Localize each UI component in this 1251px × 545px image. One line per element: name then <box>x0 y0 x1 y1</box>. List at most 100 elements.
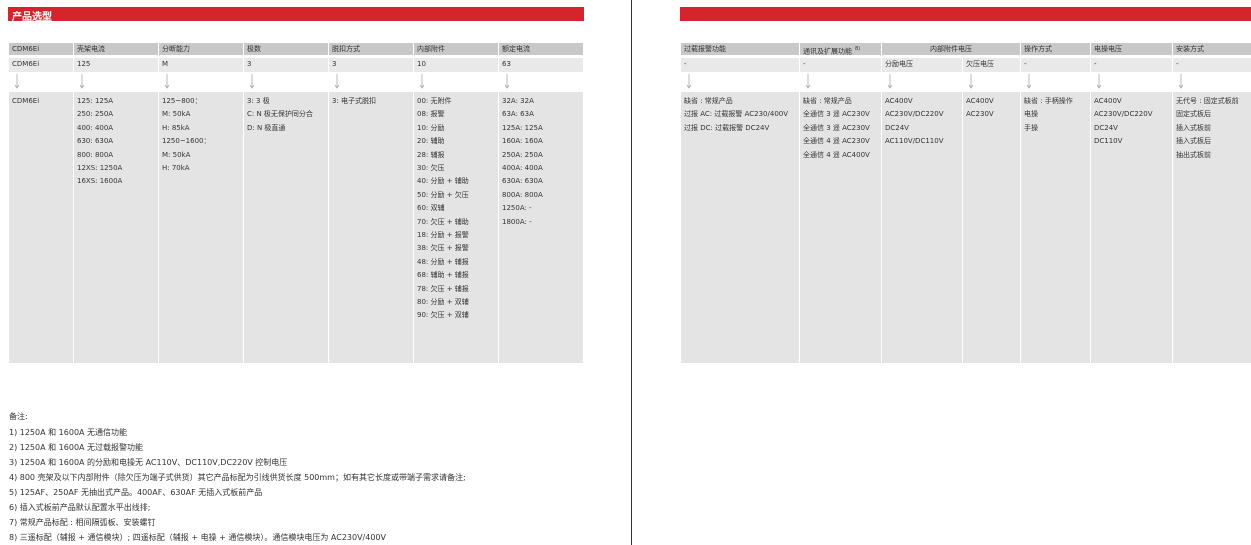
option: 缺省 : 常规产品 <box>684 97 733 105</box>
option: AC400V <box>885 97 913 105</box>
header-cell: 极数 <box>244 43 328 55</box>
header-cell: 额定电流 <box>499 43 583 55</box>
option: 250A: 250A <box>502 150 543 159</box>
option: 400: 400A <box>77 123 114 132</box>
option-cell: 3: 3 极 C: N 极无保护同分合 D: N 极直通 <box>244 92 328 363</box>
option: 抽出式板前 <box>1176 150 1211 159</box>
code-cell: 125 <box>74 58 158 72</box>
header-cell: 脱扣方式 <box>329 43 413 55</box>
option: 10: 分励 <box>417 123 445 132</box>
arrow <box>164 74 170 89</box>
code-cell: - <box>681 58 799 72</box>
code-cell: - <box>1021 58 1090 72</box>
option: 12XS: 1250A <box>77 164 123 172</box>
option: 20: 辅助 <box>417 137 445 146</box>
option: 手操 <box>1024 123 1038 132</box>
arrow <box>805 74 811 89</box>
option: 缺省 : 手柄操作 <box>1024 97 1073 105</box>
note: 2) 1250A 和 1600A 无过载报警功能 <box>9 443 144 452</box>
option: D: N 极直通 <box>247 123 286 132</box>
option: 50: 分励 + 欠压 <box>417 190 469 199</box>
option-cell: AC400V AC230V/DC220V DC24V AC110V/DC110V <box>882 92 962 363</box>
option: 全通信 3 遥 AC230V <box>803 110 870 119</box>
code-cell: - <box>800 58 881 72</box>
option: 插入式板前 <box>1176 123 1211 132</box>
option-cell: 125: 125A 250: 250A 400: 400A 630: 630A 800:… <box>74 92 158 363</box>
option: H: 70kA <box>162 164 190 172</box>
option: 00: 无附件 <box>417 97 452 105</box>
header-cell: 内部附件 <box>414 43 498 55</box>
header-cell: 操作方式 <box>1021 43 1090 55</box>
option: 插入式板后 <box>1176 137 1211 146</box>
option: 全通信 4 遥 AC230V <box>803 137 870 146</box>
code-cell: 3 <box>329 58 413 72</box>
option: 1250A: - <box>502 204 532 213</box>
option: 68: 辅助 + 辅报 <box>417 271 469 280</box>
option: 30: 欠压 <box>417 164 445 172</box>
option: 630A: 630A <box>502 177 543 186</box>
header-text: 电操电压 <box>1094 45 1122 53</box>
arrow <box>249 74 255 89</box>
option: CDM6Ei <box>12 97 40 105</box>
option: 125A: 125A <box>502 123 543 132</box>
option: 80: 分励 + 双辅 <box>417 298 469 306</box>
option: 250: 250A <box>77 110 114 119</box>
header-text: 安装方式 <box>1176 45 1204 53</box>
option: 48: 分励 + 辅报 <box>417 257 469 266</box>
option-cell: 125~800： M: 50kA H: 85kA 1250~1600： M: 50kA H… <box>159 92 243 363</box>
arrow <box>14 74 20 89</box>
option: 16XS: 1600A <box>77 177 123 186</box>
option: 125~800： <box>162 97 202 105</box>
notes-title: 备注: <box>9 412 28 421</box>
note: 1) 1250A 和 1600A 无通信功能 <box>9 428 128 437</box>
code-cell: 10 <box>414 58 498 72</box>
option: 无代号 : 固定式板前 <box>1176 97 1239 105</box>
option: 630: 630A <box>77 137 114 146</box>
arrow <box>79 74 85 89</box>
header-cell: 安装方式 <box>1173 43 1251 55</box>
header-text: 内部附件电压 <box>930 45 972 53</box>
option: 63A: 63A <box>502 110 534 119</box>
option: DC24V <box>1094 123 1118 132</box>
header-cell: 过载报警功能 <box>681 43 799 55</box>
option: 90: 欠压 + 双辅 <box>417 311 469 320</box>
header-text: 通讯及扩展功能 <box>803 47 852 56</box>
option: 38: 欠压 + 报警 <box>417 244 469 253</box>
option-cell: 缺省 : 手柄操作 电操 手操 <box>1021 92 1090 363</box>
title: 产品选型 <box>12 12 52 23</box>
arrow <box>968 74 974 89</box>
code-cell: CDM6Ei <box>9 58 73 72</box>
option: 3: 电子式脱扣 <box>332 97 377 105</box>
arrow <box>504 74 510 89</box>
option: 28: 辅报 <box>417 150 445 159</box>
option: 全通信 4 遥 AC400V <box>803 150 870 159</box>
option: 60: 双辅 <box>417 204 445 213</box>
code-cell: - <box>1091 58 1172 72</box>
option-cell: 00: 无附件 08: 报警 10: 分励 20: 辅助 28: 辅报 30: 欠压 40:… <box>414 92 498 363</box>
title-bar: 产品选型 <box>8 7 584 23</box>
code-cell: 63 <box>499 58 583 72</box>
header-cell: CDM6Ei <box>9 43 73 55</box>
code-cell: 分励电压 <box>882 58 962 72</box>
option: AC230V/DC220V <box>885 110 944 119</box>
option: M: 50kA <box>162 110 191 119</box>
arrow <box>686 74 692 89</box>
option: 全通信 3 遥 AC230V <box>803 123 870 132</box>
option: AC230V <box>966 110 994 119</box>
option: AC110V/DC110V <box>885 137 944 146</box>
option: 过报 DC: 过载报警 DC24V <box>684 123 770 132</box>
footnote-ref: 8) <box>855 46 861 52</box>
option: 1250~1600： <box>162 137 211 146</box>
option: 70: 欠压 + 辅助 <box>417 217 469 226</box>
option: 32A: 32A <box>502 97 534 105</box>
arrow <box>1178 74 1184 89</box>
option: H: 85kA <box>162 123 190 132</box>
header-text: 操作方式 <box>1024 45 1052 53</box>
option: 800: 800A <box>77 150 114 159</box>
note: 5) 125AF、250AF 无抽出式产品。400AF、630AF 无插入式板前… <box>9 488 263 497</box>
option: 78: 欠压 + 辅报 <box>417 284 469 293</box>
header-cell: 电操电压 <box>1091 43 1172 55</box>
option: 08: 报警 <box>417 110 445 119</box>
